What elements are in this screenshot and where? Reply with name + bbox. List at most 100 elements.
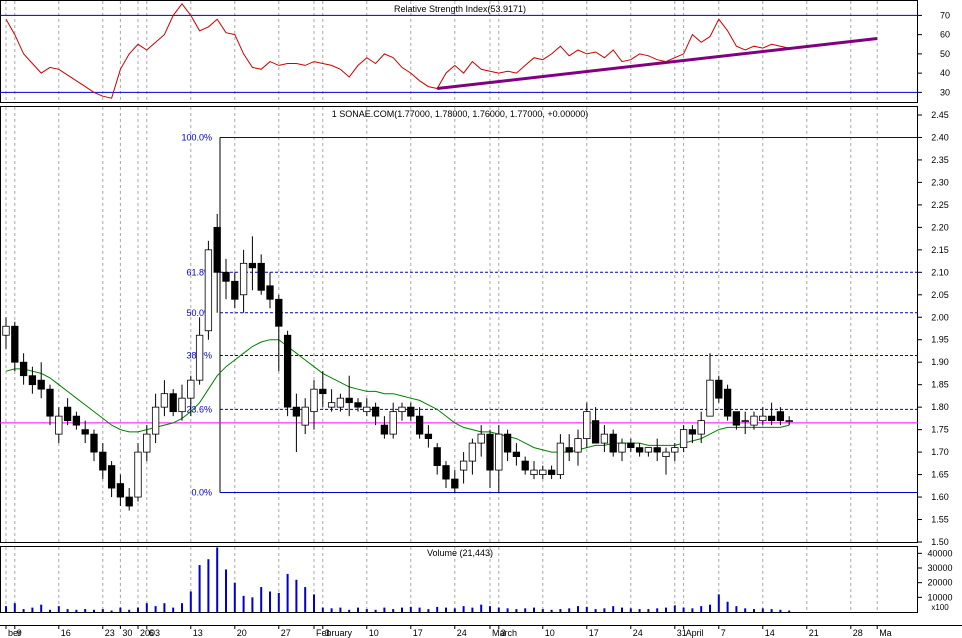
candle-body — [275, 298, 283, 327]
candle — [723, 384, 732, 421]
volume-bar — [84, 609, 87, 612]
volume-bar — [277, 592, 280, 612]
rsi-tick-label: 40 — [940, 68, 950, 78]
date-tick-label: 16 — [61, 628, 71, 638]
volume-bar — [770, 609, 773, 612]
rsi-panel — [0, 2, 918, 99]
price-tick-label: 1.50 — [931, 537, 949, 547]
candle — [213, 213, 221, 313]
price-tick-label: 2.40 — [931, 132, 949, 142]
candle-body — [468, 442, 477, 462]
price-tick-label: 2.30 — [931, 177, 949, 187]
price-tick-label: 1.85 — [931, 380, 949, 390]
candle — [248, 236, 257, 291]
candle-body — [151, 406, 160, 435]
candle — [319, 371, 327, 408]
volume-bar — [638, 609, 641, 612]
candle-body — [231, 280, 239, 300]
candle — [283, 330, 292, 417]
candle-body — [715, 379, 723, 399]
candle-body — [671, 447, 679, 453]
volume-bar — [339, 607, 342, 612]
volume-bar — [577, 606, 579, 612]
volume-bar — [682, 607, 685, 612]
candle-body — [363, 406, 371, 413]
volume-bar — [154, 606, 157, 612]
candle-body — [248, 262, 257, 269]
volume-bar — [691, 608, 694, 612]
rsi-frame — [0, 0, 918, 103]
candle — [644, 447, 653, 457]
date-tick-label: 7 — [721, 628, 726, 638]
candle — [407, 402, 415, 421]
candle-body — [283, 334, 292, 408]
candle — [459, 452, 468, 484]
price-tick-label: 2.20 — [931, 222, 949, 232]
volume-bar — [49, 609, 51, 612]
candle — [503, 429, 512, 462]
volume-bar — [753, 609, 755, 612]
candle — [741, 411, 749, 435]
price-title: 1 SONAE.COM(1.77000, 1.78000, 1.76000, 1… — [332, 109, 588, 119]
candle-body — [556, 442, 565, 475]
candle-body — [134, 451, 142, 498]
candle — [618, 438, 626, 462]
candle-body — [371, 406, 380, 417]
candle — [178, 384, 186, 421]
candle-body — [301, 406, 309, 426]
volume-bar — [313, 594, 315, 612]
candle — [486, 429, 494, 489]
candle-body — [679, 429, 688, 449]
candle — [151, 393, 160, 444]
rsi-tick-label: 50 — [940, 49, 950, 59]
candle-body — [99, 451, 107, 471]
price-tick-label: 1.90 — [931, 357, 949, 367]
candle-body — [609, 433, 617, 453]
volume-bar — [647, 609, 650, 612]
date-tick-label: 30 — [122, 628, 132, 638]
rsi-tick-label: 30 — [940, 87, 950, 97]
volume-bar — [453, 608, 456, 612]
date-tick-label: 17 — [413, 628, 423, 638]
candle — [767, 402, 776, 426]
volume-bar — [409, 606, 412, 612]
candle-body — [143, 433, 151, 453]
candle — [530, 461, 538, 480]
candle-body — [688, 429, 697, 435]
volume-bar — [603, 608, 606, 612]
volume-bar — [524, 608, 527, 612]
candle — [257, 254, 265, 295]
volume-bar — [269, 591, 271, 612]
candle — [327, 389, 336, 412]
moving-average-line — [5, 339, 790, 453]
candle-body — [336, 397, 345, 408]
candle — [415, 407, 424, 439]
candle — [380, 416, 389, 439]
volume-tick-label: 10000 — [927, 592, 952, 602]
date-tick-label: 27 — [281, 628, 291, 638]
candle — [28, 366, 37, 394]
volume-bar — [621, 607, 623, 612]
volume-bar — [5, 606, 7, 612]
price-tick-label: 2.10 — [931, 267, 949, 277]
candle-body — [266, 285, 274, 300]
volume-bar — [761, 608, 764, 612]
candle — [37, 362, 45, 399]
volume-bar — [198, 565, 201, 612]
volume-bar — [673, 605, 676, 612]
candle-body — [160, 393, 169, 408]
volume-bar — [515, 609, 518, 612]
date-tick-label: February — [316, 628, 353, 638]
volume-bar — [489, 606, 491, 612]
candle-body — [28, 375, 37, 386]
volume-bar — [295, 579, 298, 612]
fibonacci-label: 61.8% — [186, 267, 212, 277]
candle — [345, 375, 353, 417]
volume-bar — [57, 606, 60, 612]
candle — [222, 258, 230, 300]
volume-bar — [700, 606, 703, 612]
candle-body — [63, 406, 72, 422]
candle — [354, 398, 362, 412]
candle-body — [292, 406, 301, 417]
